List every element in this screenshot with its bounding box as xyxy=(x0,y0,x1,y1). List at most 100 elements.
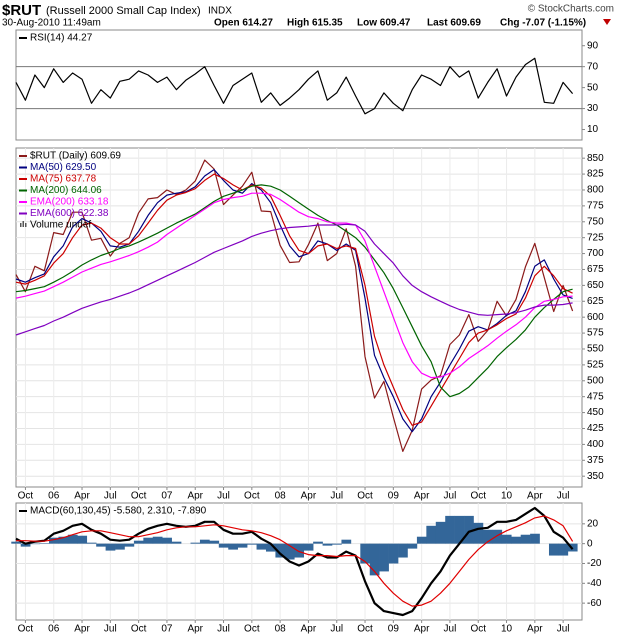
histogram-bar xyxy=(124,543,135,547)
histogram-bar xyxy=(520,534,531,544)
x-tick-label: Apr xyxy=(527,491,543,502)
histogram-bar xyxy=(199,539,210,544)
histogram-bar xyxy=(322,543,333,546)
x-tick-label: Oct xyxy=(244,624,260,635)
histogram-bar xyxy=(49,537,59,544)
y-tick-label: 50 xyxy=(587,82,599,93)
histogram-bar xyxy=(11,541,22,544)
y-tick-label: 0 xyxy=(587,538,593,549)
y-tick-label: 500 xyxy=(587,375,604,386)
x-tick-label: Jul xyxy=(104,624,117,635)
histogram-bar xyxy=(313,541,323,544)
histogram-bar xyxy=(20,543,31,547)
y-tick-label: 600 xyxy=(587,312,604,323)
histogram-bar xyxy=(58,536,69,544)
x-tick-label: Jul xyxy=(557,624,570,635)
panel-frame xyxy=(15,29,583,141)
series-line xyxy=(15,173,573,426)
x-tick-label: Apr xyxy=(301,491,317,502)
x-tick-label: Oct xyxy=(18,491,34,502)
histogram-bar xyxy=(162,537,172,544)
y-tick-label: 800 xyxy=(587,185,604,196)
histogram-bar xyxy=(435,521,446,544)
x-tick-label: Jul xyxy=(104,491,117,502)
histogram-bar xyxy=(294,543,305,558)
histogram-bar xyxy=(171,541,182,544)
histogram-bar xyxy=(275,543,286,558)
y-tick-label: 375 xyxy=(587,455,604,466)
legend-label: EMA(600) 622.38 xyxy=(30,208,109,219)
quote-item: Last 609.69 xyxy=(427,18,481,29)
y-tick-label: 775 xyxy=(587,201,604,212)
histogram-bar xyxy=(530,533,540,544)
y-tick-label: 550 xyxy=(587,344,604,355)
histogram-bar xyxy=(445,515,455,544)
panel-title: RSI(14) 44.27 xyxy=(30,33,93,44)
exchange: INDX xyxy=(208,6,232,17)
y-tick-label: 10 xyxy=(587,124,599,135)
x-tick-label: Jul xyxy=(330,624,343,635)
copyright: © StockCharts.com xyxy=(528,4,614,15)
x-tick-label: 08 xyxy=(275,624,287,635)
histogram-bar xyxy=(548,543,559,556)
histogram-bar xyxy=(115,543,125,550)
histogram-bar xyxy=(67,534,78,544)
y-tick-label: -20 xyxy=(587,558,602,569)
x-tick-label: Apr xyxy=(74,491,90,502)
legend-swatch xyxy=(25,223,27,227)
index-name: (Russell 2000 Small Cap Index) xyxy=(46,5,201,17)
y-tick-label: 650 xyxy=(587,280,604,291)
x-tick-label: 06 xyxy=(48,491,60,502)
histogram-bar xyxy=(303,543,314,551)
histogram-bar xyxy=(152,536,163,544)
y-tick-label: 675 xyxy=(587,264,604,275)
y-tick-label: 90 xyxy=(587,40,599,51)
y-tick-label: 450 xyxy=(587,407,604,418)
x-tick-label: Jul xyxy=(444,624,457,635)
quote-item: High 615.35 xyxy=(287,18,343,29)
series-line xyxy=(15,57,574,115)
x-tick-label: Oct xyxy=(470,491,486,502)
y-tick-label: 750 xyxy=(587,216,604,227)
series-line xyxy=(15,184,573,398)
y-tick-label: 400 xyxy=(587,439,604,450)
histogram-bar xyxy=(416,536,427,544)
x-tick-label: Jul xyxy=(330,491,343,502)
y-tick-label: 825 xyxy=(587,169,604,180)
legend-swatch xyxy=(22,221,24,227)
x-tick-label: Oct xyxy=(131,491,147,502)
date: 30-Aug-2010 11:49am xyxy=(2,18,101,29)
quote-item: Low 609.47 xyxy=(357,18,411,29)
legend-label: MA(200) 644.06 xyxy=(30,185,102,196)
histogram-bar xyxy=(473,522,484,544)
legend-swatch xyxy=(20,223,22,227)
y-tick-label: -60 xyxy=(587,598,602,609)
histogram-bar xyxy=(332,543,342,545)
quote-item: Chg -7.07 (-1.15%) xyxy=(500,18,586,29)
x-tick-label: 09 xyxy=(388,624,400,635)
histogram-bar xyxy=(388,543,399,564)
series-line xyxy=(15,223,573,336)
panel-title: MACD(60,130,45) -5.580, 2.310, -7.890 xyxy=(30,506,207,517)
y-tick-label: 725 xyxy=(587,232,604,243)
x-tick-label: Jul xyxy=(217,491,230,502)
histogram-bar xyxy=(143,537,154,544)
x-tick-label: Jul xyxy=(444,491,457,502)
panel-frame xyxy=(15,502,583,621)
histogram-bar xyxy=(247,543,257,545)
x-tick-label: 06 xyxy=(48,624,60,635)
y-tick-label: 625 xyxy=(587,296,604,307)
symbol: $RUT xyxy=(2,2,41,19)
x-tick-label: Apr xyxy=(414,624,430,635)
histogram-bar xyxy=(464,515,474,544)
x-tick-label: Jul xyxy=(217,624,230,635)
legend-label: $RUT (Daily) 609.69 xyxy=(30,151,121,162)
x-tick-label: 10 xyxy=(501,491,513,502)
histogram-bar xyxy=(558,543,569,556)
histogram-bar xyxy=(77,535,88,544)
y-tick-label: 350 xyxy=(587,471,604,482)
x-tick-label: 08 xyxy=(275,491,287,502)
x-tick-label: Apr xyxy=(74,624,90,635)
legend-label: EMA(200) 633.18 xyxy=(30,197,109,208)
